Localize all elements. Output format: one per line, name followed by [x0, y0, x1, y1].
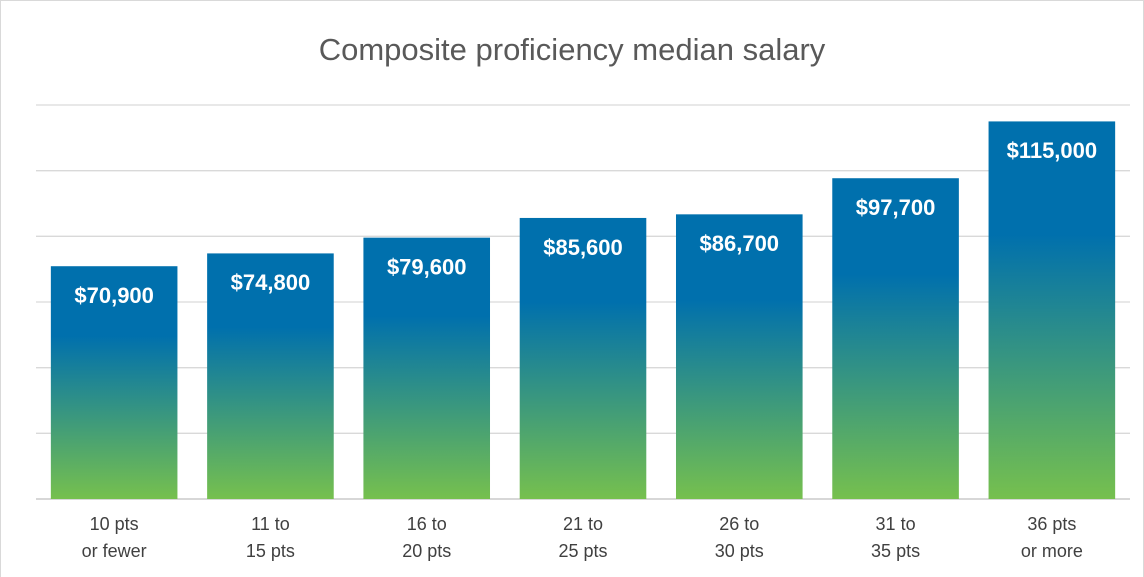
- x-tick-label: 16 to 20 pts: [402, 514, 451, 561]
- x-tick-line: 15 pts: [246, 541, 295, 561]
- x-tick-label: 21 to 25 pts: [558, 514, 607, 561]
- x-tick-line: 16 to: [407, 514, 447, 534]
- x-tick-line: 35 pts: [871, 541, 920, 561]
- data-label: $115,000: [1007, 138, 1098, 163]
- x-tick-line: or more: [1021, 541, 1083, 561]
- x-tick-line: 21 to: [563, 514, 603, 534]
- data-label: $97,700: [856, 195, 936, 220]
- x-tick-line: 26 to: [719, 514, 759, 534]
- x-tick-line: 10 pts: [90, 514, 139, 534]
- bar: [832, 178, 959, 500]
- x-tick-line: 25 pts: [558, 541, 607, 561]
- x-tick-label: 10 pts or fewer: [82, 514, 147, 561]
- data-label: $86,700: [700, 231, 780, 256]
- x-tick-line: 11 to: [251, 514, 290, 534]
- data-label: $74,800: [231, 270, 311, 295]
- data-label: $70,900: [74, 283, 154, 308]
- x-tick-line: 20 pts: [402, 541, 451, 561]
- bar: [50, 266, 178, 499]
- data-label: $79,600: [387, 254, 467, 279]
- bar: [675, 214, 803, 499]
- x-tick-label: 36 pts or more: [1021, 514, 1083, 561]
- x-tick-label: 26 to 30 pts: [715, 514, 764, 561]
- bar: [519, 217, 647, 500]
- bar: [363, 237, 491, 499]
- chart-title: Composite proficiency median salary: [319, 32, 826, 67]
- x-tick-label: 11 to 15 pts: [246, 514, 295, 561]
- x-tick-line: 31 to: [876, 514, 916, 534]
- bar: [988, 121, 1116, 500]
- x-tick-label: 31 to 35 pts: [871, 514, 920, 561]
- x-tick-line: 36 pts: [1027, 514, 1076, 534]
- bar: [207, 253, 334, 499]
- data-label: $85,600: [543, 235, 623, 260]
- x-tick-line: or fewer: [82, 541, 147, 561]
- x-tick-line: 30 pts: [715, 541, 764, 561]
